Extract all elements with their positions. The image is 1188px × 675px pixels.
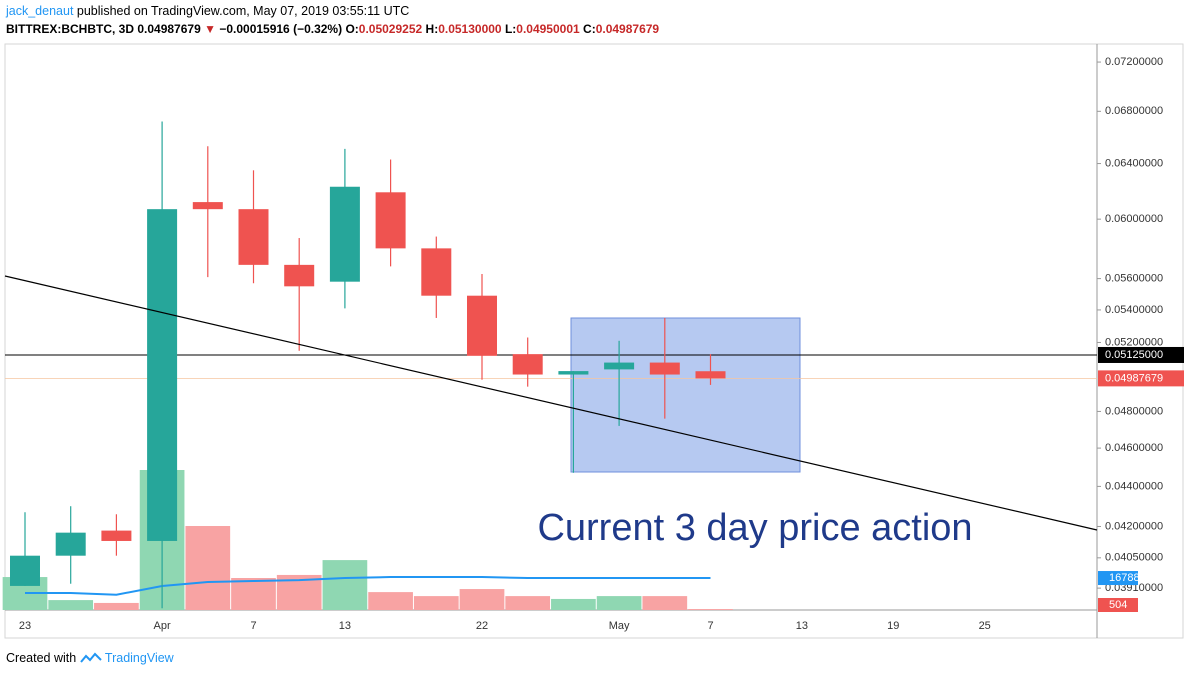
candle-body: [604, 362, 635, 370]
volume-label: 504: [1109, 599, 1127, 611]
y-tick-label: 0.06000000: [1105, 213, 1163, 225]
y-tick-label: 0.04800000: [1105, 405, 1163, 417]
symbol: BITTREX:BCHBTC, 3D: [6, 22, 134, 36]
c-label: C:: [583, 22, 596, 36]
volume-label-bg: [1098, 571, 1138, 586]
h-label: H:: [425, 22, 439, 36]
header-line-1: jack_denaut published on TradingView.com…: [6, 4, 409, 18]
candle-body: [695, 371, 726, 379]
l-label: L:: [504, 22, 517, 36]
candle-body: [558, 371, 589, 375]
o-label: O:: [345, 22, 359, 36]
y-tick-label: 0.04050000: [1105, 552, 1163, 564]
c: 0.04987679: [595, 22, 660, 36]
y-tick-label: 0.04600000: [1105, 442, 1163, 454]
candle-body: [512, 354, 543, 375]
y-tick-label: 0.03910000: [1105, 582, 1163, 594]
volume-label: 16788: [1109, 572, 1140, 584]
published: published on TradingView.com, May 07, 20…: [76, 4, 410, 18]
price-label: 0.05125000: [1105, 349, 1163, 361]
x-tick-label: 13: [796, 620, 808, 632]
candle-body: [421, 248, 452, 296]
y-tick-label: 0.06800000: [1105, 105, 1163, 117]
annotation: Current 3 day price action: [537, 507, 972, 549]
candle-body: [284, 264, 315, 287]
candle-body: [101, 530, 132, 541]
y-tick-label: 0.04200000: [1105, 520, 1163, 532]
volume-bar: [94, 602, 139, 610]
trendline: [4, 275, 1098, 531]
brand[interactable]: TradingView: [104, 651, 174, 665]
created: Created with: [6, 651, 77, 665]
volume-bar: [413, 596, 459, 610]
change-arrow: ▼: [204, 22, 216, 36]
x-tick-label: 7: [707, 620, 713, 632]
x-tick-label: 22: [476, 620, 488, 632]
x-tick-label: 23: [19, 620, 31, 632]
volume-label-bg: [1098, 598, 1138, 612]
x-tick-label: 7: [250, 620, 256, 632]
header-line-2: BITTREX:BCHBTC, 3D 0.04987679 ▼ −0.00015…: [6, 22, 659, 36]
volume-bar: [642, 596, 688, 610]
frame: [4, 43, 1184, 639]
o: 0.05029252: [358, 22, 423, 36]
x-tick-label: 25: [979, 620, 991, 632]
price-label-bg: [1098, 370, 1184, 387]
volume-bar: [185, 526, 231, 610]
y-tick-label: 0.05400000: [1105, 304, 1163, 316]
candle-body: [238, 209, 269, 265]
h: 0.05130000: [438, 22, 502, 36]
y-tick-label: 0.05200000: [1105, 336, 1163, 348]
y-tick-label: 0.07200000: [1105, 56, 1163, 68]
y-tick-label: 0.06400000: [1105, 157, 1163, 169]
volume-bar: [596, 596, 642, 610]
highlight-box: [570, 317, 801, 473]
candle-body: [147, 209, 178, 541]
change: −0.00015916 (−0.32%): [219, 22, 343, 36]
volume-bar: [368, 592, 413, 610]
volume-ma: [25, 576, 711, 596]
volume-bar: [505, 596, 551, 610]
price-label: 0.04987679: [1105, 372, 1163, 384]
candle-body: [192, 202, 223, 210]
candle-body: [375, 192, 406, 249]
x-tick-label: May: [609, 620, 630, 632]
volume-bar: [231, 578, 276, 610]
x-tick-label: 19: [887, 620, 899, 632]
volume-bar: [551, 598, 596, 610]
last: 0.04987679: [137, 22, 201, 36]
volume-bar: [322, 560, 368, 610]
candle-body: [329, 186, 360, 282]
candle-body: [55, 532, 86, 556]
volume-bar: [48, 600, 94, 610]
author[interactable]: jack_denaut: [6, 4, 74, 18]
logo: [79, 652, 102, 663]
price-label-bg: [1098, 346, 1184, 363]
candle-body: [649, 362, 680, 375]
candle-body: [467, 295, 497, 356]
x-tick-label: 13: [339, 620, 351, 632]
volume-bar: [688, 609, 733, 610]
y-tick-label: 0.04400000: [1105, 480, 1163, 492]
y-tick-label: 0.05600000: [1105, 273, 1163, 285]
l: 0.04950001: [516, 22, 580, 36]
volume-bar: [459, 589, 505, 610]
footer: Created with TradingView: [6, 650, 174, 665]
x-tick-label: Apr: [154, 620, 171, 632]
candle-body: [10, 555, 40, 586]
